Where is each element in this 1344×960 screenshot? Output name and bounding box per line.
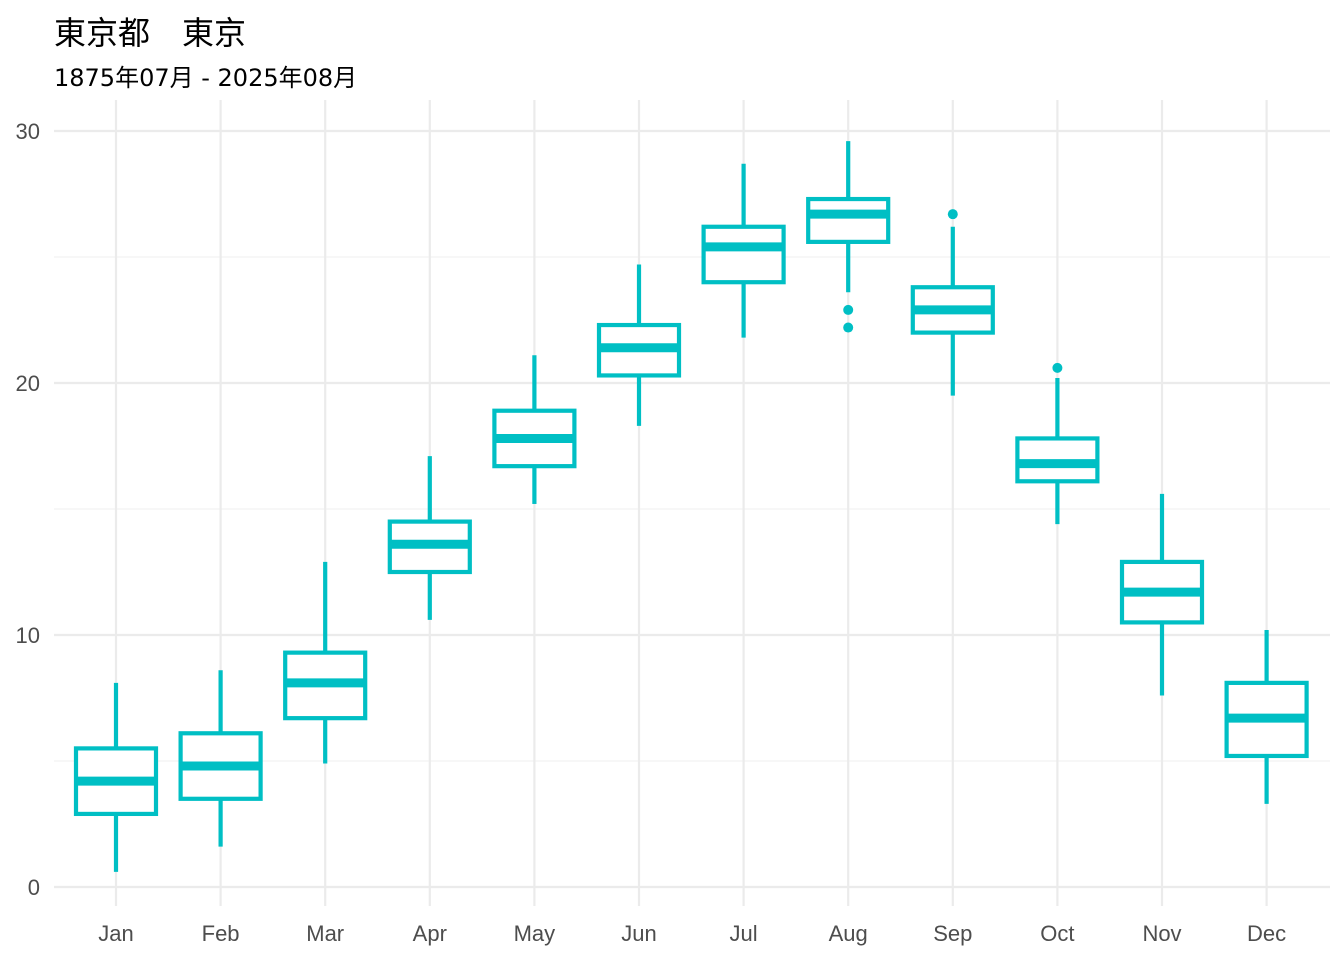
x-tick-label: Nov <box>1142 921 1181 946</box>
box-mar <box>283 561 368 764</box>
y-tick-label: 30 <box>16 119 40 144</box>
iqr-box <box>806 196 891 244</box>
iqr-box <box>701 224 786 285</box>
box-may <box>492 355 577 504</box>
outlier-point <box>947 209 958 220</box>
x-tick-label: Aug <box>829 921 868 946</box>
x-tick-label: Jan <box>98 921 133 946</box>
box-apr <box>387 456 472 620</box>
box-aug <box>806 141 891 333</box>
box-jun <box>596 264 682 426</box>
x-tick-label: Feb <box>202 921 240 946</box>
x-tick-label: Apr <box>413 921 447 946</box>
x-tick-label: May <box>514 921 556 946</box>
outlier-point <box>1052 362 1063 373</box>
box-jul <box>701 163 786 338</box>
x-tick-label: Dec <box>1247 921 1286 946</box>
box-nov <box>1119 493 1205 696</box>
box-jan <box>73 682 159 872</box>
x-tick-label: Mar <box>306 921 344 946</box>
y-tick-label: 0 <box>28 875 40 900</box>
box-sep <box>910 209 995 396</box>
box-feb <box>178 670 263 847</box>
x-tick-label: Jul <box>730 921 758 946</box>
chart-subtitle: 1875年07月 - 2025年08月 <box>54 64 358 92</box>
x-tick-label: Sep <box>933 921 972 946</box>
x-tick-label: Jun <box>621 921 656 946</box>
box-oct <box>1015 362 1100 525</box>
axis-labels: 0 10 20 30 Jan Feb Mar Apr May Jun Jul Aug Sep Oct Nov… <box>16 119 1287 946</box>
boxes <box>73 141 1309 872</box>
box-dec <box>1224 629 1309 804</box>
outlier-point <box>843 322 854 333</box>
x-tick-label: Oct <box>1040 921 1074 946</box>
y-tick-label: 10 <box>16 623 40 648</box>
outlier-point <box>843 304 854 315</box>
chart-title: 東京都 東京 <box>54 14 247 52</box>
y-tick-label: 20 <box>16 371 40 396</box>
